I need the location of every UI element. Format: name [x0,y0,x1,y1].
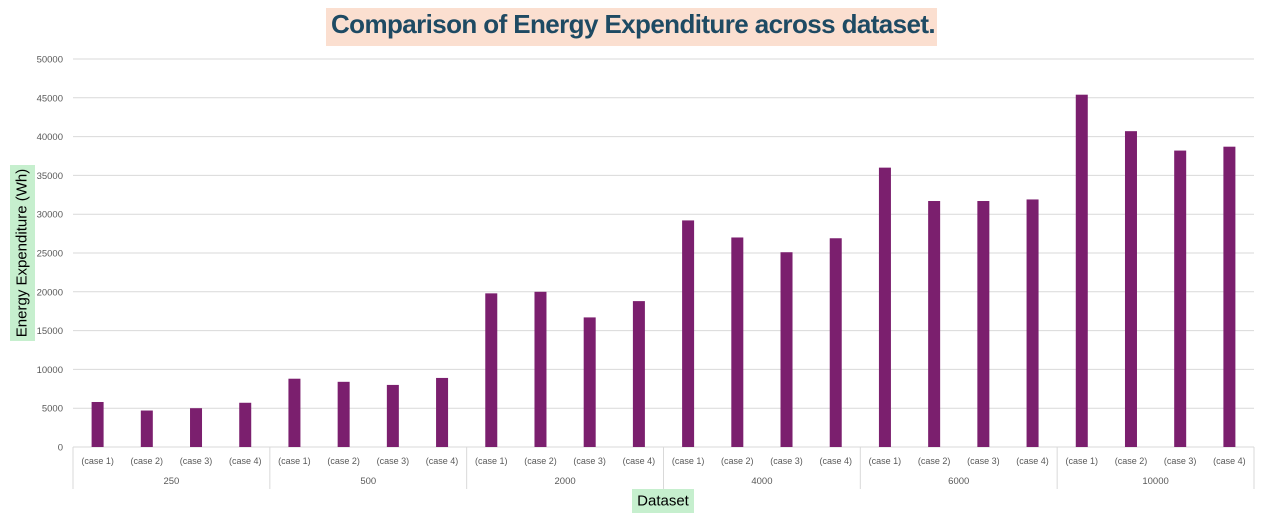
dataset-tick-label: 6000 [948,476,969,487]
case-tick-label: (case 4) [1016,456,1049,466]
case-tick-label: (case 2) [524,456,557,466]
case-tick-label: (case 1) [1066,456,1099,466]
case-tick-label: (case 3) [770,456,803,466]
chart-title-background [326,8,937,46]
bar [485,293,498,447]
case-tick-label: (case 1) [81,456,114,466]
bar [928,201,941,447]
x-axis-label-background [632,489,694,513]
bar [337,381,350,447]
case-tick-label: (case 2) [918,456,951,466]
y-tick-label: 0 [58,443,63,454]
case-tick-label: (case 3) [1164,456,1197,466]
bar [140,410,153,447]
case-tick-label: (case 2) [131,456,164,466]
bar [731,237,744,447]
case-tick-label: (case 3) [967,456,1000,466]
bar [190,408,203,447]
case-tick-label: (case 3) [377,456,410,466]
bar [878,167,891,447]
y-axis-label-background [10,165,35,341]
y-tick-label: 5000 [42,404,63,415]
bar [239,402,252,447]
y-tick-label: 20000 [37,287,63,298]
dataset-tick-label: 250 [163,476,179,487]
case-tick-label: (case 1) [672,456,705,466]
y-tick-label: 50000 [37,55,63,66]
dataset-tick-label: 4000 [751,476,772,487]
bar [386,384,399,447]
bar [1223,146,1236,448]
dataset-tick-label: 500 [360,476,376,487]
bar [91,401,104,447]
bar [977,201,990,447]
y-tick-label: 15000 [37,326,63,337]
y-tick-label: 45000 [37,93,63,104]
case-tick-label: (case 4) [623,456,656,466]
bar [1075,94,1088,448]
case-tick-label: (case 4) [426,456,459,466]
y-axis-label: Energy Expenditure (Wh) [13,168,31,338]
bar [1124,131,1137,447]
dataset-tick-label: 10000 [1142,476,1168,487]
case-tick-label: (case 2) [1115,456,1148,466]
bar [632,301,645,447]
y-tick-label: 10000 [37,365,63,376]
bar [288,378,301,447]
case-tick-label: (case 3) [180,456,213,466]
case-tick-label: (case 1) [869,456,902,466]
case-tick-label: (case 3) [573,456,606,466]
bar [534,291,547,447]
case-tick-label: (case 2) [327,456,360,466]
x-axis-label: Dataset [637,492,689,510]
y-tick-label: 30000 [37,210,63,221]
case-tick-label: (case 4) [229,456,262,466]
bar [436,377,449,447]
bar [1174,150,1187,447]
case-tick-label: (case 1) [278,456,311,466]
case-tick-label: (case 2) [721,456,754,466]
case-tick-label: (case 1) [475,456,508,466]
y-tick-label: 40000 [37,132,63,143]
case-tick-label: (case 4) [1213,456,1246,466]
bar [682,220,695,447]
dataset-tick-label: 2000 [555,476,576,487]
y-tick-label: 25000 [37,249,63,260]
y-tick-label: 35000 [37,171,63,182]
chart-title: Comparison of Energy Expenditure across … [331,9,936,39]
bar [583,317,596,447]
bar [1026,199,1039,447]
bar [780,252,793,447]
bar [829,238,842,447]
case-tick-label: (case 4) [819,456,852,466]
